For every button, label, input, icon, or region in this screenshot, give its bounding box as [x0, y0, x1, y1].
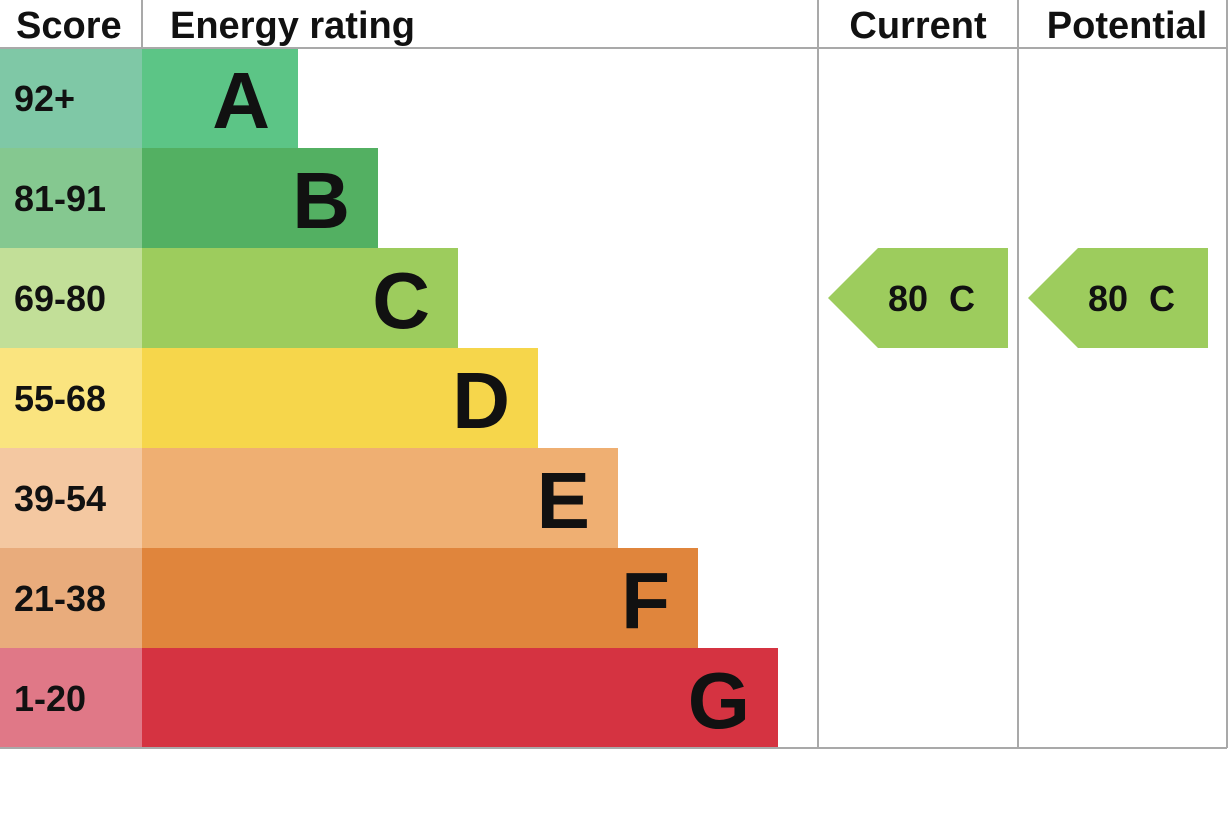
band-letter-label: G: [688, 656, 750, 745]
band-row-d: 55-68 D: [0, 348, 538, 448]
band-letter-label: A: [212, 56, 270, 145]
table-grid-lines: [0, 0, 1228, 749]
band-row-a: 92+ A: [0, 48, 298, 148]
score-range-label: 39-54: [14, 478, 106, 519]
band-letter-label: C: [372, 256, 430, 345]
current-rating-arrow: 80 C: [828, 248, 1008, 348]
band-bar: [142, 348, 538, 448]
band-letter-label: D: [452, 356, 510, 445]
band-letter-label: B: [292, 156, 350, 245]
potential-rating-arrow-shape: [1028, 248, 1208, 348]
band-bar: [142, 48, 298, 148]
score-range-label: 55-68: [14, 378, 106, 419]
rating-bands: 92+ A 81-91 B 69-80 C 55-68 D 39-54 E 21-38 F 1-20 G: [0, 48, 778, 748]
band-bar: [142, 648, 778, 748]
header-energy-rating: Energy rating: [170, 5, 415, 47]
band-row-e: 39-54 E: [0, 448, 618, 548]
band-row-g: 1-20 G: [0, 648, 778, 748]
score-range-label: 92+: [14, 78, 75, 119]
rating-arrows: 80 C 80 C: [828, 248, 1208, 348]
potential-rating-arrow-letter: C: [1149, 278, 1175, 319]
current-rating-arrow-letter: C: [949, 278, 975, 319]
score-cell: [0, 448, 142, 548]
band-letter-label: E: [537, 456, 590, 545]
score-cell: [0, 648, 142, 748]
score-range-label: 21-38: [14, 578, 106, 619]
band-row-c: 69-80 C: [0, 248, 458, 348]
potential-rating-arrow-value: 80: [1088, 278, 1128, 319]
band-bar: [142, 148, 378, 248]
score-cell: [0, 548, 142, 648]
band-row-f: 21-38 F: [0, 548, 698, 648]
header-potential: Potential: [1047, 5, 1207, 47]
score-cell: [0, 148, 142, 248]
band-letter-label: F: [621, 556, 670, 645]
score-cell: [0, 348, 142, 448]
current-rating-arrow-value: 80: [888, 278, 928, 319]
current-rating-arrow-shape: [828, 248, 1008, 348]
score-range-label: 1-20: [14, 678, 86, 719]
score-range-label: 69-80: [14, 278, 106, 319]
header-score: Score: [16, 5, 122, 47]
band-bar: [142, 548, 698, 648]
score-range-label: 81-91: [14, 178, 106, 219]
header-current: Current: [849, 5, 987, 47]
band-bar: [142, 448, 618, 548]
band-bar: [142, 248, 458, 348]
potential-rating-arrow: 80 C: [1028, 248, 1208, 348]
score-cell: [0, 248, 142, 348]
band-row-b: 81-91 B: [0, 148, 378, 248]
score-cell: [0, 48, 142, 148]
